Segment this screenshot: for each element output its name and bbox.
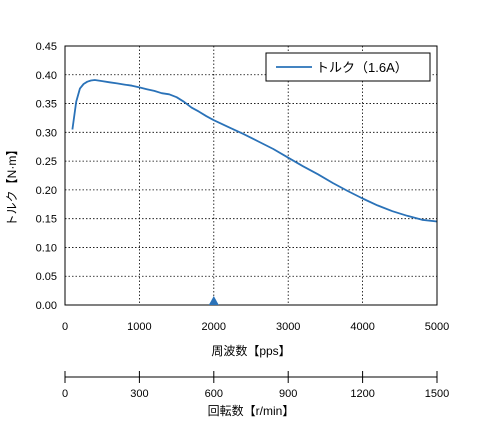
- x-tick-label: 5000: [425, 321, 449, 333]
- x-tick-label: 2000: [202, 321, 226, 333]
- rpm-axis-title: 回転数【r/min】: [208, 403, 295, 418]
- rpm-axis: 0 300 600 900 1200 1500: [62, 371, 449, 400]
- y-tick-label: 0.10: [36, 242, 57, 254]
- y-tick-label: 0.15: [36, 214, 57, 226]
- legend-label: トルク（1.6A）: [316, 60, 408, 75]
- rpm-tick-label: 600: [205, 388, 223, 400]
- x-tick-label: 4000: [350, 321, 374, 333]
- y-tick-label: 0.45: [36, 41, 57, 53]
- rpm-tick-label: 900: [279, 388, 297, 400]
- y-tick-label: 0.05: [36, 271, 57, 283]
- y-tick-label: 0.20: [36, 185, 57, 197]
- y-tick-label: 0.35: [36, 99, 57, 111]
- x-tick-label: 3000: [276, 321, 300, 333]
- y-tick-label: 0.40: [36, 70, 57, 82]
- marker-triangle-icon: [208, 296, 219, 305]
- series-line-torque: [71, 79, 438, 223]
- y-tick-label: 0.30: [36, 127, 57, 139]
- y-tick-label: 0.00: [36, 300, 57, 312]
- rpm-tick-label: 0: [62, 388, 68, 400]
- x-axis-title: 周波数【pps】: [211, 343, 290, 358]
- series-layer: [71, 79, 438, 223]
- x-tick-labels: 0 1000 2000 3000 4000 5000: [62, 321, 449, 333]
- y-axis-title: トルク【N·m】: [5, 144, 19, 227]
- x-tick-label: 0: [62, 321, 68, 333]
- rpm-tick-label: 1500: [425, 388, 449, 400]
- y-tick-label: 0.25: [36, 156, 57, 168]
- x-tick-label: 1000: [127, 321, 151, 333]
- rpm-tick-label: 1200: [350, 388, 374, 400]
- y-tick-labels: 0.00 0.05 0.10 0.15 0.20 0.25 0.30 0.35 0.40 0.45: [36, 41, 57, 312]
- plot-area-frame: [64, 45, 438, 306]
- rpm-tick-label: 300: [130, 388, 148, 400]
- legend: トルク（1.6A）: [265, 52, 431, 82]
